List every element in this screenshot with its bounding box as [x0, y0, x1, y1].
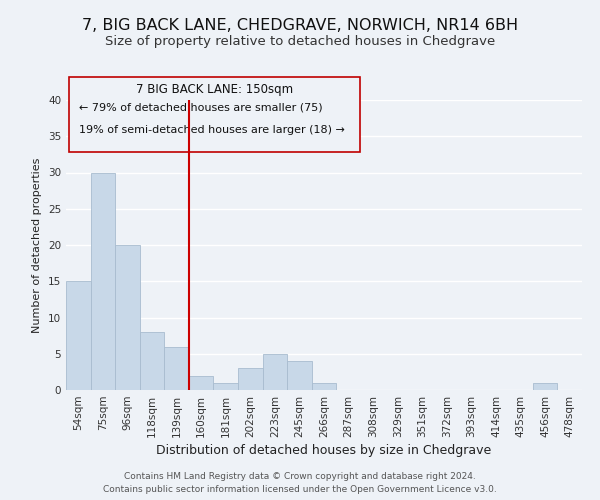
- X-axis label: Distribution of detached houses by size in Chedgrave: Distribution of detached houses by size …: [157, 444, 491, 457]
- Text: 7 BIG BACK LANE: 150sqm: 7 BIG BACK LANE: 150sqm: [136, 82, 293, 96]
- Bar: [115, 245, 140, 390]
- Bar: [263, 354, 287, 390]
- Y-axis label: Number of detached properties: Number of detached properties: [32, 158, 43, 332]
- Text: Size of property relative to detached houses in Chedgrave: Size of property relative to detached ho…: [105, 35, 495, 48]
- FancyBboxPatch shape: [68, 77, 360, 152]
- Bar: [189, 376, 214, 390]
- Bar: [312, 383, 336, 390]
- Bar: [214, 383, 238, 390]
- Bar: [164, 346, 189, 390]
- Text: Contains HM Land Registry data © Crown copyright and database right 2024.: Contains HM Land Registry data © Crown c…: [124, 472, 476, 481]
- Text: ← 79% of detached houses are smaller (75): ← 79% of detached houses are smaller (75…: [79, 103, 323, 113]
- Text: Contains public sector information licensed under the Open Government Licence v3: Contains public sector information licen…: [103, 485, 497, 494]
- Bar: [140, 332, 164, 390]
- Text: 7, BIG BACK LANE, CHEDGRAVE, NORWICH, NR14 6BH: 7, BIG BACK LANE, CHEDGRAVE, NORWICH, NR…: [82, 18, 518, 32]
- Text: 19% of semi-detached houses are larger (18) →: 19% of semi-detached houses are larger (…: [79, 124, 345, 134]
- Bar: [91, 172, 115, 390]
- Bar: [66, 281, 91, 390]
- Bar: [287, 361, 312, 390]
- Bar: [238, 368, 263, 390]
- Bar: [533, 383, 557, 390]
